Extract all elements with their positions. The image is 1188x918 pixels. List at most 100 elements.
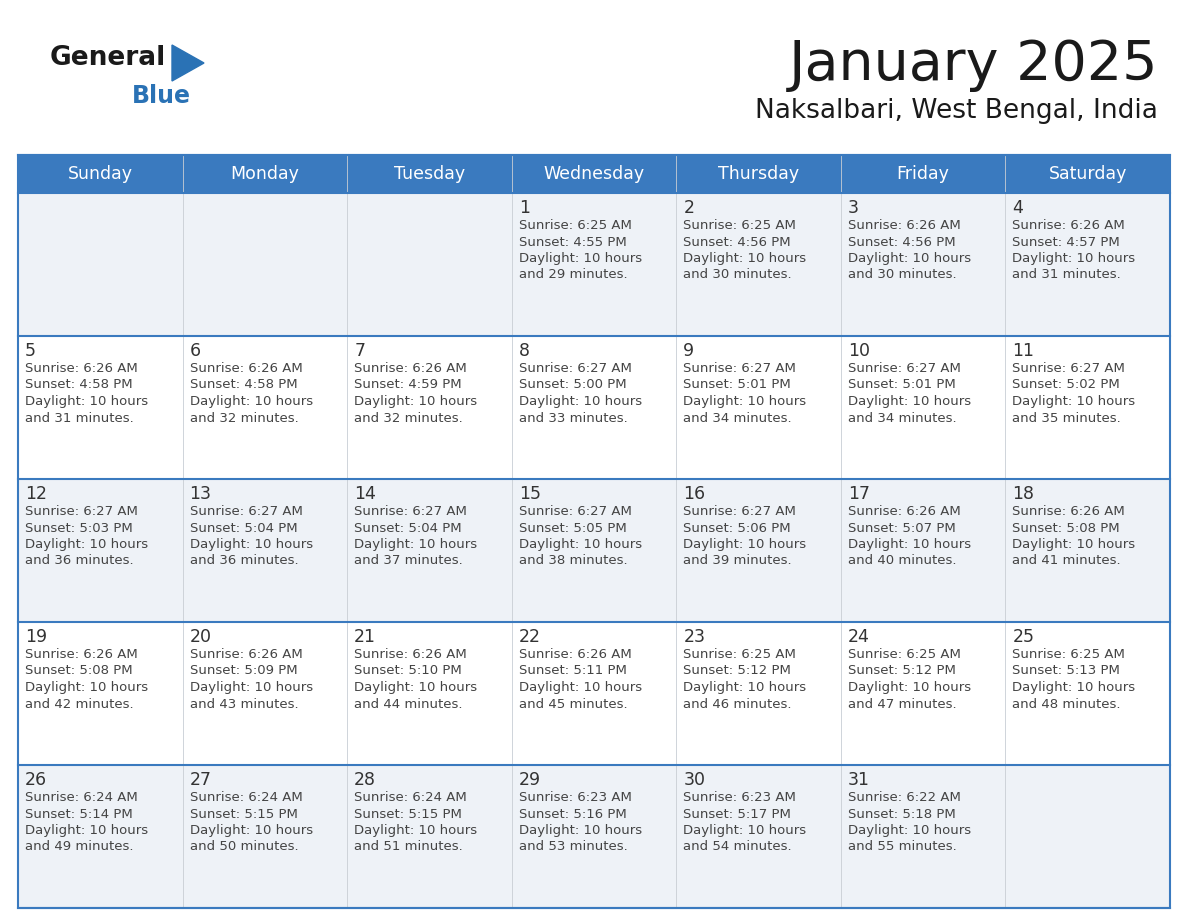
Text: 3: 3 bbox=[848, 199, 859, 217]
Bar bbox=[18, 155, 1170, 908]
Text: Sunset: 5:07 PM: Sunset: 5:07 PM bbox=[848, 521, 955, 534]
Text: 4: 4 bbox=[1012, 199, 1023, 217]
Text: and 50 minutes.: and 50 minutes. bbox=[190, 841, 298, 854]
Text: Sunset: 5:12 PM: Sunset: 5:12 PM bbox=[848, 665, 955, 677]
Text: 28: 28 bbox=[354, 771, 377, 789]
Text: 15: 15 bbox=[519, 485, 541, 503]
Text: and 35 minutes.: and 35 minutes. bbox=[1012, 411, 1121, 424]
Text: Sunset: 5:04 PM: Sunset: 5:04 PM bbox=[354, 521, 462, 534]
Text: Sunrise: 6:26 AM: Sunrise: 6:26 AM bbox=[354, 648, 467, 661]
Text: 7: 7 bbox=[354, 342, 365, 360]
Text: 1: 1 bbox=[519, 199, 530, 217]
Text: Daylight: 10 hours: Daylight: 10 hours bbox=[25, 538, 148, 551]
Text: Daylight: 10 hours: Daylight: 10 hours bbox=[354, 681, 478, 694]
Text: 14: 14 bbox=[354, 485, 377, 503]
Text: and 51 minutes.: and 51 minutes. bbox=[354, 841, 463, 854]
Text: Sunset: 5:08 PM: Sunset: 5:08 PM bbox=[1012, 521, 1120, 534]
Text: Sunset: 5:18 PM: Sunset: 5:18 PM bbox=[848, 808, 955, 821]
Text: Sunrise: 6:24 AM: Sunrise: 6:24 AM bbox=[354, 791, 467, 804]
Text: Naksalbari, West Bengal, India: Naksalbari, West Bengal, India bbox=[756, 98, 1158, 124]
Text: Sunset: 5:06 PM: Sunset: 5:06 PM bbox=[683, 521, 791, 534]
Text: Daylight: 10 hours: Daylight: 10 hours bbox=[848, 252, 971, 265]
Text: Wednesday: Wednesday bbox=[543, 165, 645, 183]
Text: Sunset: 5:03 PM: Sunset: 5:03 PM bbox=[25, 521, 133, 534]
Text: Daylight: 10 hours: Daylight: 10 hours bbox=[683, 681, 807, 694]
Text: Daylight: 10 hours: Daylight: 10 hours bbox=[1012, 252, 1136, 265]
Text: and 36 minutes.: and 36 minutes. bbox=[190, 554, 298, 567]
Text: Sunset: 5:15 PM: Sunset: 5:15 PM bbox=[354, 808, 462, 821]
Text: Sunrise: 6:22 AM: Sunrise: 6:22 AM bbox=[848, 791, 961, 804]
Text: Sunset: 4:55 PM: Sunset: 4:55 PM bbox=[519, 236, 626, 249]
Bar bbox=[18, 622, 1170, 765]
Text: Daylight: 10 hours: Daylight: 10 hours bbox=[683, 538, 807, 551]
Text: and 53 minutes.: and 53 minutes. bbox=[519, 841, 627, 854]
Text: and 31 minutes.: and 31 minutes. bbox=[25, 411, 134, 424]
Bar bbox=[18, 193, 1170, 336]
Text: Daylight: 10 hours: Daylight: 10 hours bbox=[190, 395, 312, 408]
Text: Sunset: 5:14 PM: Sunset: 5:14 PM bbox=[25, 808, 133, 821]
Text: Daylight: 10 hours: Daylight: 10 hours bbox=[519, 538, 642, 551]
Text: Sunrise: 6:23 AM: Sunrise: 6:23 AM bbox=[683, 791, 796, 804]
Text: Friday: Friday bbox=[897, 165, 949, 183]
Text: Sunrise: 6:25 AM: Sunrise: 6:25 AM bbox=[519, 219, 632, 232]
Text: Sunset: 5:13 PM: Sunset: 5:13 PM bbox=[1012, 665, 1120, 677]
Text: Daylight: 10 hours: Daylight: 10 hours bbox=[848, 538, 971, 551]
Text: and 43 minutes.: and 43 minutes. bbox=[190, 698, 298, 711]
Text: January 2025: January 2025 bbox=[789, 38, 1158, 92]
Text: Sunrise: 6:27 AM: Sunrise: 6:27 AM bbox=[848, 362, 961, 375]
Text: and 40 minutes.: and 40 minutes. bbox=[848, 554, 956, 567]
Polygon shape bbox=[172, 45, 204, 81]
Text: Sunset: 5:02 PM: Sunset: 5:02 PM bbox=[1012, 378, 1120, 391]
Text: and 45 minutes.: and 45 minutes. bbox=[519, 698, 627, 711]
Text: Sunset: 5:16 PM: Sunset: 5:16 PM bbox=[519, 808, 626, 821]
Bar bbox=[18, 765, 1170, 908]
Text: and 31 minutes.: and 31 minutes. bbox=[1012, 268, 1121, 282]
Text: Daylight: 10 hours: Daylight: 10 hours bbox=[354, 395, 478, 408]
Text: Sunrise: 6:26 AM: Sunrise: 6:26 AM bbox=[190, 362, 302, 375]
Text: Sunrise: 6:27 AM: Sunrise: 6:27 AM bbox=[354, 505, 467, 518]
Text: Sunset: 5:11 PM: Sunset: 5:11 PM bbox=[519, 665, 626, 677]
Text: Daylight: 10 hours: Daylight: 10 hours bbox=[519, 395, 642, 408]
Bar bbox=[18, 479, 1170, 622]
Text: Daylight: 10 hours: Daylight: 10 hours bbox=[190, 824, 312, 837]
Bar bbox=[18, 155, 1170, 193]
Text: 13: 13 bbox=[190, 485, 211, 503]
Text: Daylight: 10 hours: Daylight: 10 hours bbox=[848, 824, 971, 837]
Text: Sunrise: 6:23 AM: Sunrise: 6:23 AM bbox=[519, 791, 632, 804]
Text: 25: 25 bbox=[1012, 628, 1035, 646]
Text: Sunrise: 6:24 AM: Sunrise: 6:24 AM bbox=[190, 791, 302, 804]
Text: Sunrise: 6:27 AM: Sunrise: 6:27 AM bbox=[1012, 362, 1125, 375]
Text: and 32 minutes.: and 32 minutes. bbox=[190, 411, 298, 424]
Text: Sunset: 4:56 PM: Sunset: 4:56 PM bbox=[848, 236, 955, 249]
Text: Sunrise: 6:26 AM: Sunrise: 6:26 AM bbox=[354, 362, 467, 375]
Text: 31: 31 bbox=[848, 771, 870, 789]
Text: Sunrise: 6:26 AM: Sunrise: 6:26 AM bbox=[519, 648, 632, 661]
Text: Daylight: 10 hours: Daylight: 10 hours bbox=[354, 538, 478, 551]
Text: Daylight: 10 hours: Daylight: 10 hours bbox=[190, 538, 312, 551]
Text: and 30 minutes.: and 30 minutes. bbox=[848, 268, 956, 282]
Text: Sunrise: 6:27 AM: Sunrise: 6:27 AM bbox=[190, 505, 303, 518]
Text: Daylight: 10 hours: Daylight: 10 hours bbox=[1012, 538, 1136, 551]
Text: 9: 9 bbox=[683, 342, 695, 360]
Text: and 33 minutes.: and 33 minutes. bbox=[519, 411, 627, 424]
Text: Sunrise: 6:25 AM: Sunrise: 6:25 AM bbox=[848, 648, 961, 661]
Text: 6: 6 bbox=[190, 342, 201, 360]
Text: Sunrise: 6:26 AM: Sunrise: 6:26 AM bbox=[1012, 505, 1125, 518]
Text: Daylight: 10 hours: Daylight: 10 hours bbox=[25, 824, 148, 837]
Text: Daylight: 10 hours: Daylight: 10 hours bbox=[848, 681, 971, 694]
Text: Sunset: 4:57 PM: Sunset: 4:57 PM bbox=[1012, 236, 1120, 249]
Text: and 32 minutes.: and 32 minutes. bbox=[354, 411, 463, 424]
Text: 27: 27 bbox=[190, 771, 211, 789]
Text: Sunday: Sunday bbox=[68, 165, 133, 183]
Text: and 36 minutes.: and 36 minutes. bbox=[25, 554, 133, 567]
Text: 11: 11 bbox=[1012, 342, 1035, 360]
Text: and 49 minutes.: and 49 minutes. bbox=[25, 841, 133, 854]
Text: Sunset: 5:12 PM: Sunset: 5:12 PM bbox=[683, 665, 791, 677]
Text: Thursday: Thursday bbox=[718, 165, 800, 183]
Text: Daylight: 10 hours: Daylight: 10 hours bbox=[1012, 681, 1136, 694]
Text: 5: 5 bbox=[25, 342, 36, 360]
Text: Sunrise: 6:26 AM: Sunrise: 6:26 AM bbox=[848, 505, 961, 518]
Text: and 41 minutes.: and 41 minutes. bbox=[1012, 554, 1121, 567]
Text: and 46 minutes.: and 46 minutes. bbox=[683, 698, 791, 711]
Text: 30: 30 bbox=[683, 771, 706, 789]
